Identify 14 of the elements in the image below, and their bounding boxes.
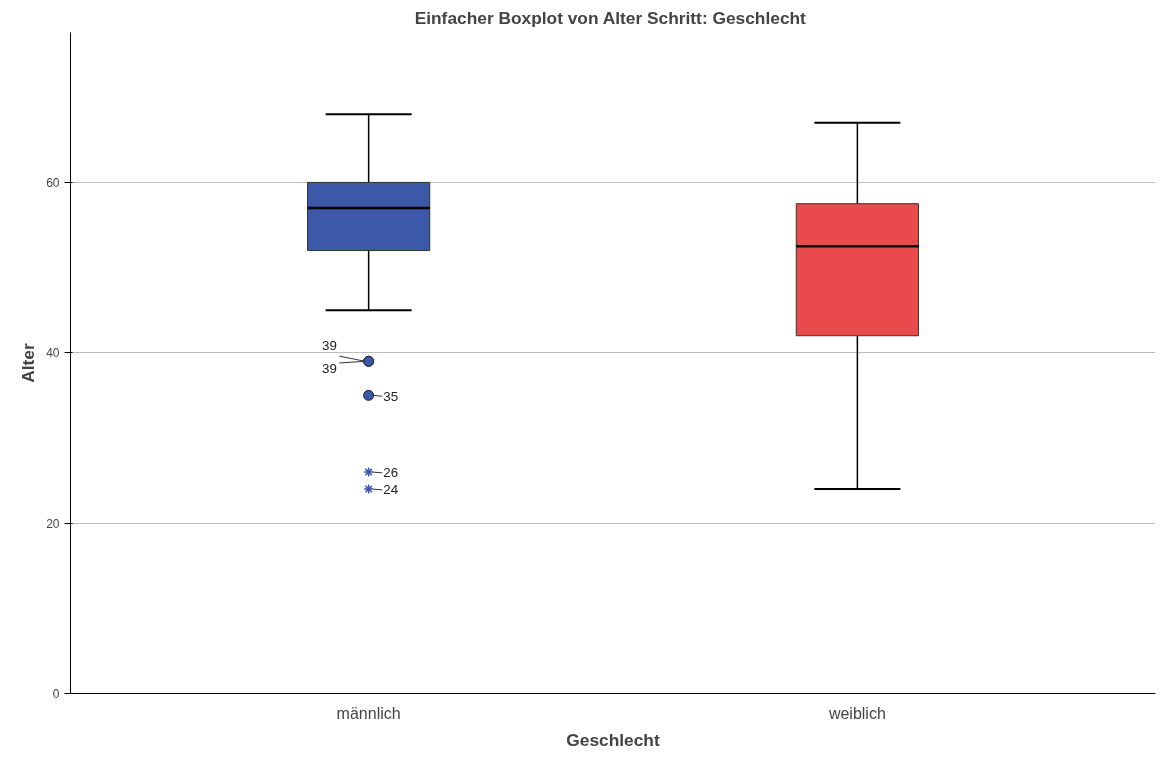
annotation: 26 bbox=[383, 465, 399, 481]
y-tick-label: 40 bbox=[46, 346, 60, 361]
y-tick-label: 0 bbox=[52, 687, 60, 701]
annotation: 39 bbox=[322, 338, 337, 354]
y-axis-title: Alter bbox=[18, 343, 39, 383]
annotation: 24 bbox=[383, 482, 399, 498]
annotation: 35 bbox=[383, 388, 399, 404]
chart-title: Einfacher Boxplot von Alter Schritt: Geschlecht bbox=[414, 7, 807, 28]
y-tick-label: 60 bbox=[46, 175, 60, 190]
annotation: 39 bbox=[322, 360, 337, 376]
y-tick-label: 20 bbox=[46, 516, 60, 531]
x-tick-label: männlich bbox=[336, 704, 401, 722]
x-axis-title: Geschlecht bbox=[566, 729, 660, 750]
x-tick-label: weiblich bbox=[827, 704, 886, 722]
